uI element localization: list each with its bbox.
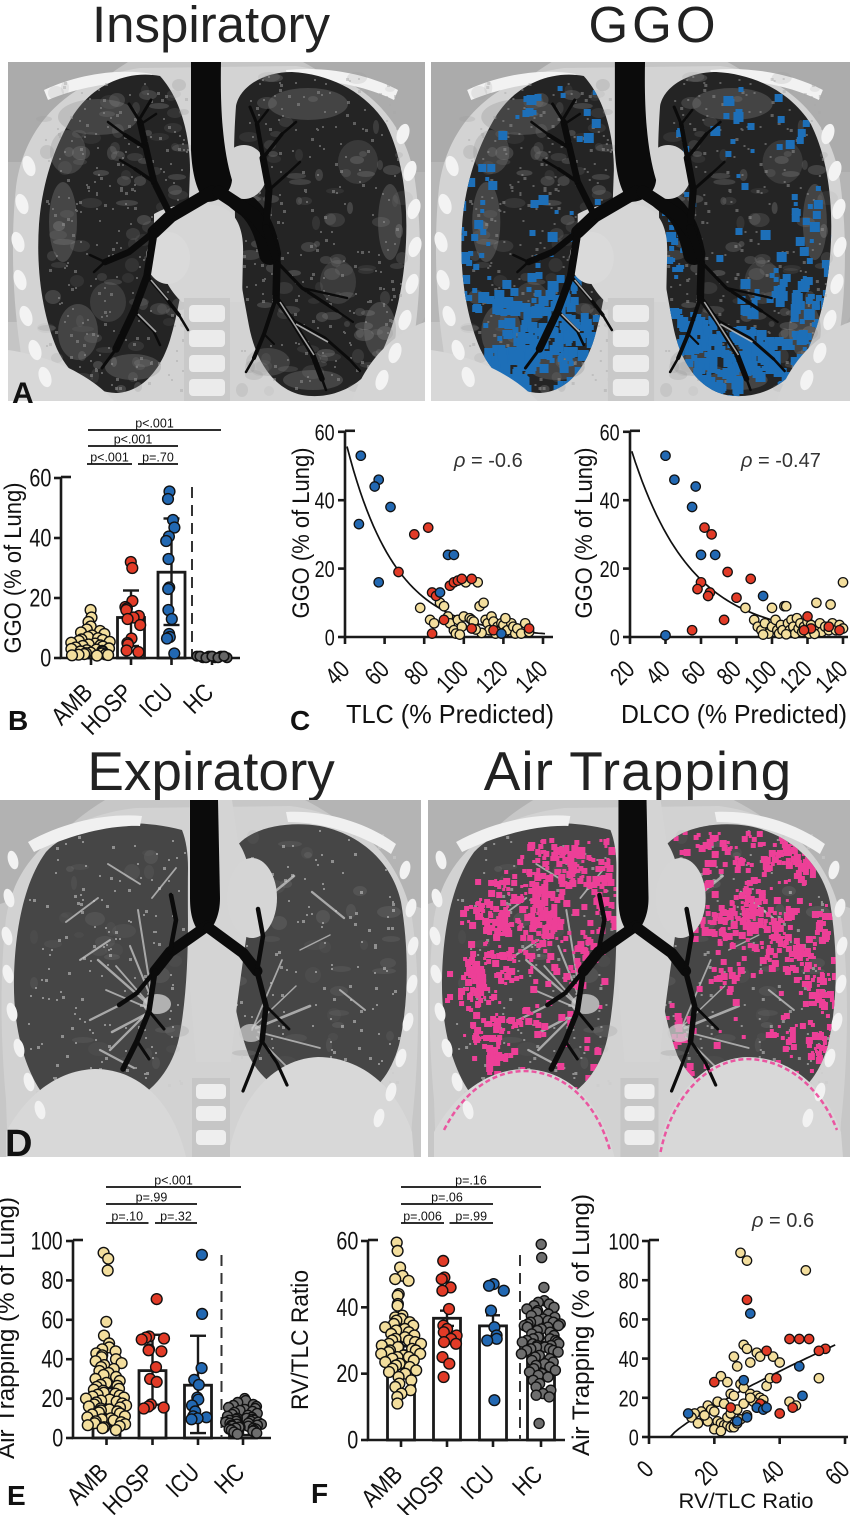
svg-text:40: 40 — [315, 488, 335, 514]
svg-text:F: F — [311, 1478, 328, 1509]
svg-text:HOSP: HOSP — [392, 1460, 454, 1515]
svg-text:40: 40 — [29, 525, 51, 553]
svg-text:p=.006: p=.006 — [403, 1210, 442, 1224]
svg-text:DLCO (% Predicted): DLCO (% Predicted) — [621, 699, 847, 729]
svg-text:40: 40 — [41, 1346, 63, 1374]
svg-text:100: 100 — [31, 1228, 63, 1256]
svg-text:120: 120 — [471, 655, 514, 698]
svg-text:ρ = -0.6: ρ = -0.6 — [453, 450, 523, 472]
svg-text:40: 40 — [600, 488, 620, 514]
svg-text:p=.99: p=.99 — [455, 1210, 487, 1224]
svg-text:GGO (% of Lung): GGO (% of Lung) — [571, 448, 598, 619]
svg-text:80: 80 — [399, 655, 434, 690]
svg-text:p<.001: p<.001 — [114, 433, 153, 447]
svg-text:GGO (% of Lung): GGO (% of Lung) — [288, 448, 315, 619]
svg-text:0: 0 — [40, 645, 51, 673]
svg-text:0: 0 — [347, 1427, 358, 1455]
svg-text:p<.001: p<.001 — [154, 1174, 193, 1188]
svg-text:20: 20 — [689, 1455, 724, 1490]
svg-text:80: 80 — [41, 1267, 63, 1295]
svg-text:40: 40 — [640, 655, 675, 690]
svg-text:100: 100 — [431, 655, 474, 698]
svg-text:HOSP: HOSP — [98, 1458, 160, 1515]
svg-text:100: 100 — [608, 1229, 639, 1255]
svg-text:60: 60 — [29, 465, 51, 493]
svg-text:0: 0 — [610, 625, 620, 651]
svg-text:20: 20 — [29, 585, 51, 613]
svg-text:ρ = -0.47: ρ = -0.47 — [740, 450, 821, 472]
svg-text:20: 20 — [315, 556, 335, 582]
svg-text:p<.001: p<.001 — [135, 417, 174, 431]
svg-text:E: E — [7, 1480, 26, 1511]
svg-text:ICU: ICU — [134, 678, 179, 723]
svg-text:RV/TLC Ratio: RV/TLC Ratio — [679, 1489, 814, 1513]
svg-text:GGO (% of Lung): GGO (% of Lung) — [0, 483, 27, 654]
svg-text:40: 40 — [320, 655, 355, 690]
svg-text:Air Trapping (% of Lung): Air Trapping (% of Lung) — [568, 1194, 595, 1456]
svg-text:40: 40 — [336, 1294, 358, 1322]
svg-text:Air Trapping (% of Lung): Air Trapping (% of Lung) — [0, 1197, 20, 1459]
svg-text:60: 60 — [820, 1455, 850, 1490]
svg-text:p=.06: p=.06 — [431, 1191, 463, 1205]
svg-text:p<.001: p<.001 — [90, 451, 129, 465]
svg-text:60: 60 — [600, 419, 620, 445]
svg-text:80: 80 — [711, 655, 746, 690]
svg-text:p=.16: p=.16 — [455, 1174, 487, 1188]
svg-text:80: 80 — [619, 1268, 639, 1294]
svg-text:RV/TLC Ratio: RV/TLC Ratio — [287, 1270, 314, 1410]
svg-text:60: 60 — [315, 419, 335, 445]
svg-text:60: 60 — [41, 1306, 63, 1334]
svg-text:ICU: ICU — [161, 1458, 206, 1503]
svg-text:20: 20 — [605, 655, 640, 690]
svg-text:40: 40 — [619, 1346, 639, 1372]
svg-text:20: 20 — [619, 1385, 639, 1411]
svg-text:0: 0 — [629, 1425, 639, 1451]
svg-text:TLC (% Predicted): TLC (% Predicted) — [346, 699, 554, 729]
svg-text:140: 140 — [510, 655, 553, 698]
svg-text:B: B — [8, 705, 28, 736]
svg-text:60: 60 — [359, 655, 394, 690]
svg-text:p=.32: p=.32 — [160, 1210, 192, 1224]
svg-text:20: 20 — [600, 556, 620, 582]
svg-text:HC: HC — [178, 678, 219, 719]
svg-text:ρ = 0.6: ρ = 0.6 — [751, 1210, 814, 1232]
svg-text:HC: HC — [507, 1460, 548, 1501]
svg-text:0: 0 — [52, 1425, 63, 1453]
svg-text:20: 20 — [336, 1360, 358, 1388]
svg-text:20: 20 — [41, 1385, 63, 1413]
svg-text:p=.10: p=.10 — [111, 1210, 143, 1224]
svg-text:p=.70: p=.70 — [142, 451, 174, 465]
svg-text:ICU: ICU — [456, 1460, 501, 1505]
svg-text:C: C — [290, 705, 310, 736]
svg-text:60: 60 — [676, 655, 711, 690]
svg-text:0: 0 — [632, 1455, 660, 1483]
svg-text:0: 0 — [325, 625, 335, 651]
svg-text:60: 60 — [336, 1227, 358, 1255]
svg-text:HC: HC — [209, 1458, 250, 1499]
svg-text:40: 40 — [755, 1455, 790, 1490]
svg-text:60: 60 — [619, 1307, 639, 1333]
svg-text:p=.99: p=.99 — [136, 1191, 168, 1205]
svg-text:140: 140 — [810, 655, 850, 698]
